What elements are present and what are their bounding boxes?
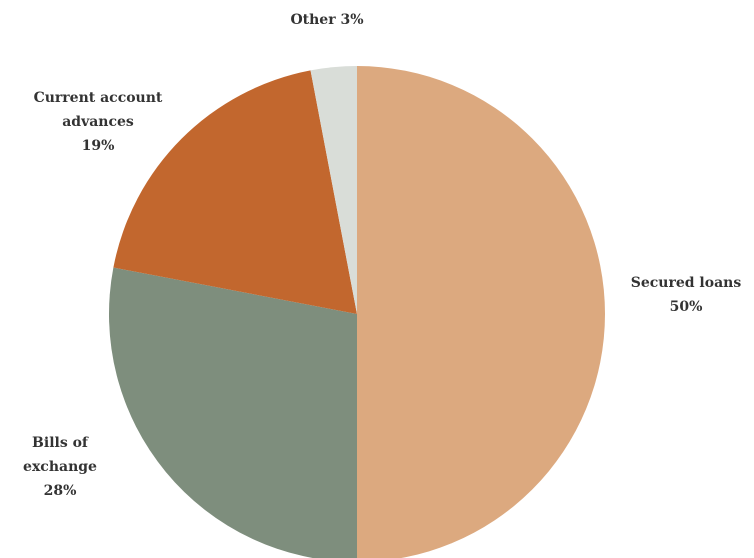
pie-slice-secured-loans <box>357 66 605 558</box>
pie-slice-bills-of-exchange <box>109 267 357 558</box>
slice-label-current-account-advances: Current account advances 19% <box>34 90 163 154</box>
slice-label-line: 19% <box>82 138 115 154</box>
pie-slice-current-account-advances <box>113 70 357 314</box>
slice-label-line: exchange <box>23 459 97 475</box>
slice-label-bills-of-exchange: Bills of exchange 28% <box>23 435 97 499</box>
slice-label-line: 50% <box>670 299 703 315</box>
slice-label-other: Other 3% <box>290 12 363 28</box>
slice-label-line: Other 3% <box>290 12 363 28</box>
slice-label-line: advances <box>62 114 134 130</box>
slice-label-line: Secured loans <box>631 275 742 291</box>
pie-labels: Secured loans 50% Bills of exchange 28% Curre… <box>23 12 741 499</box>
slice-label-line: Current account <box>34 90 163 106</box>
slice-label-line: 28% <box>44 483 77 499</box>
pie-slice-other <box>310 66 357 314</box>
slice-label-line: Bills of <box>32 435 89 451</box>
pie-slices <box>109 66 605 558</box>
slice-label-secured-loans: Secured loans 50% <box>631 275 742 315</box>
